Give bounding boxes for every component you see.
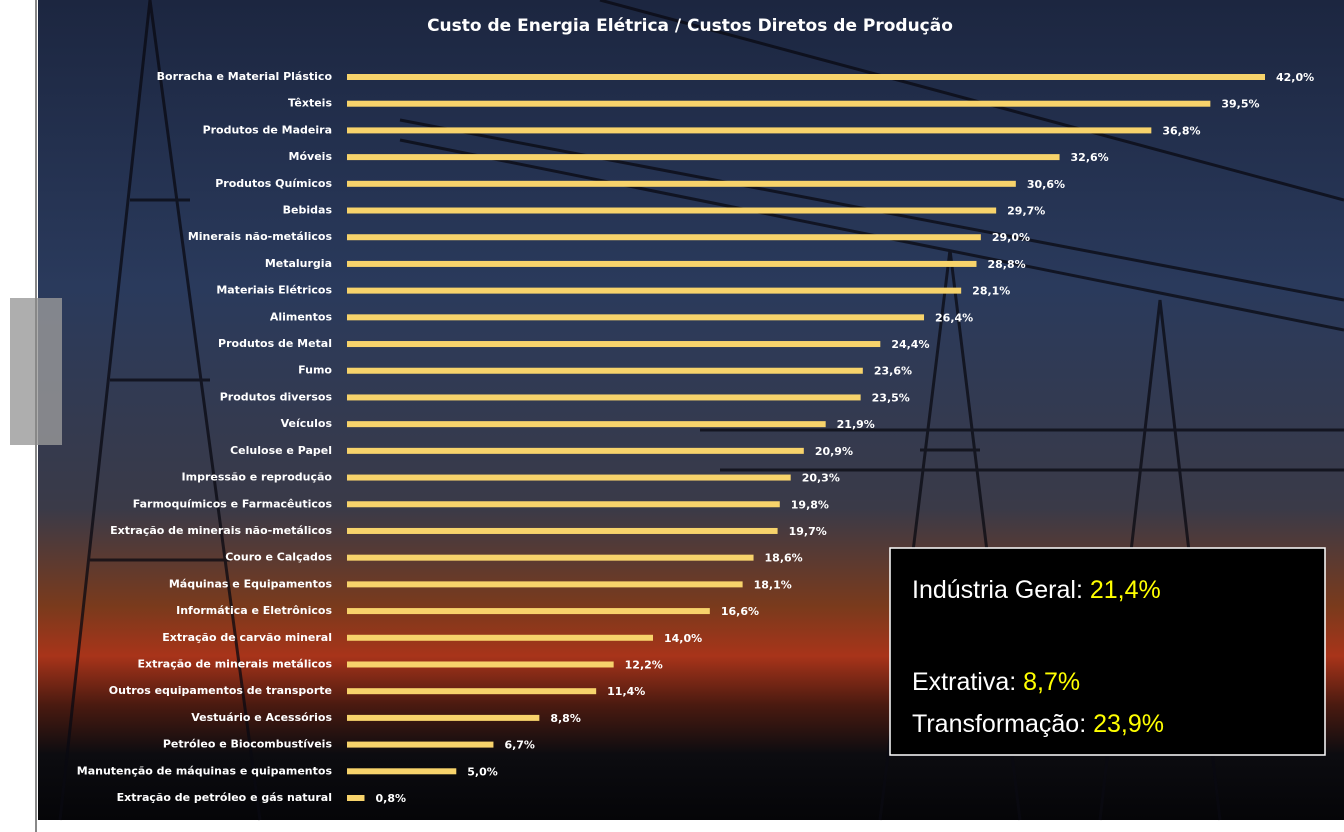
summary-line: Transformação: 23,9%: [912, 710, 1164, 738]
category-label: Extração de minerais metálicos: [138, 657, 333, 670]
category-label: Móveis: [289, 150, 333, 163]
value-label: 39,5%: [1221, 98, 1259, 111]
bar: [347, 447, 804, 454]
category-label: Borracha e Material Plástico: [157, 70, 333, 83]
summary-label: Extrativa:: [912, 668, 1023, 696]
value-label: 29,0%: [992, 231, 1030, 244]
bar: [347, 234, 981, 241]
category-label: Manutenção de máquinas e quipamentos: [77, 764, 333, 777]
bar: [347, 127, 1152, 134]
summary-value: 23,9%: [1093, 710, 1164, 738]
category-label: Celulose e Papel: [230, 444, 332, 457]
bar: [347, 260, 977, 267]
category-label: Outros equipamentos de transporte: [109, 684, 332, 697]
bar: [347, 634, 653, 641]
bar: [347, 474, 791, 481]
bar: [347, 688, 597, 695]
value-label: 0,8%: [375, 792, 406, 805]
bar: [347, 741, 494, 748]
bar: [347, 180, 1016, 187]
category-label: Petróleo e Biocombustíveis: [163, 738, 333, 751]
category-label: Produtos de Madeira: [203, 123, 332, 136]
value-label: 14,0%: [664, 632, 702, 645]
value-label: 23,5%: [872, 391, 910, 404]
bar: [347, 154, 1060, 161]
summary-label: Indústria Geral:: [912, 576, 1090, 604]
category-label: Minerais não-metálicos: [188, 230, 333, 243]
category-label: Máquinas e Equipamentos: [169, 577, 333, 590]
chart-title: Custo de Energia Elétrica / Custos Diret…: [427, 16, 953, 36]
value-label: 26,4%: [935, 311, 973, 324]
bar: [347, 501, 780, 508]
category-label: Extração de minerais não-metálicos: [110, 524, 332, 537]
category-label: Couro e Calçados: [225, 551, 332, 564]
value-label: 12,2%: [625, 658, 663, 671]
bar: [347, 661, 614, 668]
value-label: 20,3%: [802, 472, 840, 485]
summary-box: [889, 547, 1326, 756]
bar: [347, 795, 365, 801]
value-label: 42,0%: [1276, 71, 1314, 84]
category-label: Materiais Elétricos: [216, 284, 332, 297]
value-label: 18,1%: [754, 578, 792, 591]
bar: [347, 287, 962, 294]
bar: [347, 314, 925, 321]
value-label: 5,0%: [467, 765, 498, 778]
category-label: Fumo: [298, 364, 332, 377]
value-label: 24,4%: [891, 338, 929, 351]
category-label: Produtos de Metal: [218, 337, 332, 350]
bar: [347, 207, 997, 214]
bar: [347, 74, 1265, 80]
value-label: 28,8%: [987, 258, 1025, 271]
value-label: 29,7%: [1007, 205, 1045, 218]
category-label: Têxteis: [288, 97, 332, 110]
category-label: Produtos diversos: [220, 390, 333, 403]
bar: [347, 341, 881, 348]
category-label: Extração de petróleo e gás natural: [117, 791, 332, 804]
summary-line: Extrativa: 8,7%: [912, 668, 1080, 696]
category-label: Farmoquímicos e Farmacêuticos: [133, 497, 333, 510]
bar: [347, 394, 861, 401]
category-label: Alimentos: [270, 310, 333, 323]
value-label: 11,4%: [607, 685, 645, 698]
value-label: 8,8%: [550, 712, 581, 725]
value-label: 32,6%: [1071, 151, 1109, 164]
bar: [347, 527, 778, 534]
value-label: 19,8%: [791, 498, 829, 511]
value-label: 36,8%: [1162, 124, 1200, 137]
value-label: 20,9%: [815, 445, 853, 458]
value-label: 6,7%: [504, 739, 535, 752]
category-label: Extração de carvão mineral: [162, 631, 332, 644]
bar: [347, 367, 863, 374]
bar: [347, 554, 754, 561]
category-label: Informática e Eletrônicos: [176, 604, 332, 617]
category-label: Bebidas: [283, 204, 333, 217]
bar: [347, 768, 457, 775]
value-label: 18,6%: [765, 552, 803, 565]
bar: [347, 608, 710, 615]
value-label: 19,7%: [789, 525, 827, 538]
bar: [347, 581, 743, 588]
summary-label: Transformação:: [912, 710, 1093, 738]
summary-line: Indústria Geral: 21,4%: [912, 576, 1161, 604]
category-label: Produtos Químicos: [215, 177, 332, 190]
value-label: 21,9%: [837, 418, 875, 431]
category-label: Veículos: [281, 417, 333, 430]
bar: [347, 100, 1211, 107]
category-label: Vestuário e Acessórios: [191, 711, 332, 724]
value-label: 30,6%: [1027, 178, 1065, 191]
category-label: Metalurgia: [265, 257, 332, 270]
bar: [347, 421, 826, 428]
value-label: 16,6%: [721, 605, 759, 618]
bar: [347, 714, 540, 721]
value-label: 28,1%: [972, 285, 1010, 298]
value-label: 23,6%: [874, 365, 912, 378]
summary-value: 21,4%: [1090, 576, 1161, 604]
summary-value: 8,7%: [1023, 668, 1080, 696]
category-label: Impressão e reprodução: [182, 471, 333, 484]
